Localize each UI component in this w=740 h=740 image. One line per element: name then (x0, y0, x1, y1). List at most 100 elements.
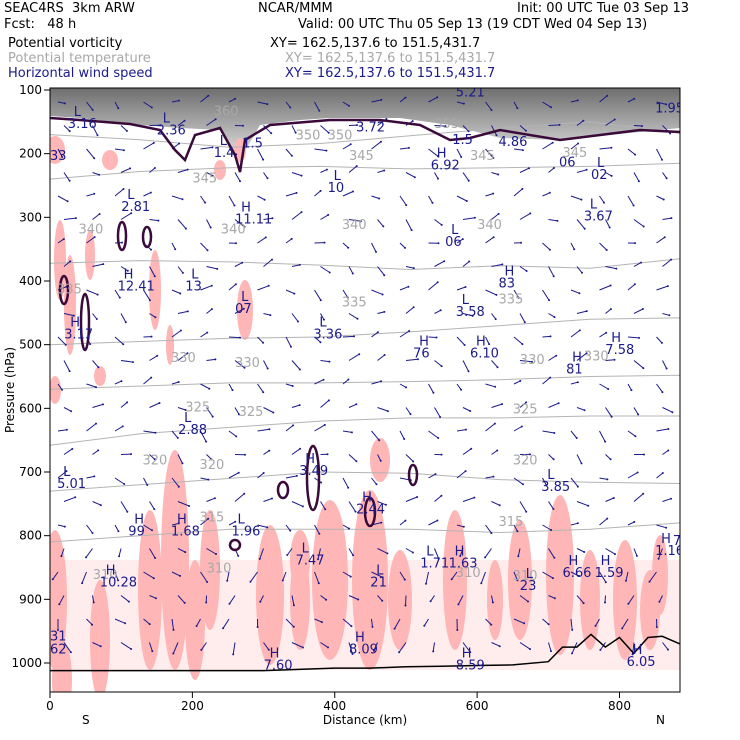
wind-arrow (348, 548, 354, 556)
wind-arrow-head (85, 556, 87, 559)
wind-arrow-head (493, 422, 496, 425)
wind-speed-shading (613, 540, 637, 660)
wind-arrow (656, 428, 669, 432)
wind-arrow-head (156, 354, 159, 357)
pv-contour (407, 463, 419, 487)
y-tick-label: 200 (19, 147, 42, 161)
wind-arrow (423, 618, 429, 627)
wind-arrow-head (233, 204, 236, 207)
extremum-mark: H (177, 513, 187, 528)
wind-arrow (399, 571, 406, 580)
wind-arrow (177, 169, 188, 173)
wind-arrow-head (125, 129, 128, 132)
legend-pv-name: Potential vorticity (8, 36, 123, 51)
wind-arrow (177, 120, 185, 126)
theta-label: 310 (513, 569, 538, 584)
pv-contour (79, 292, 91, 352)
extremum-value: 1.59 (595, 566, 624, 581)
wind-arrow (633, 493, 644, 502)
wind-arrow (605, 219, 611, 228)
extremum-mark: L (74, 105, 82, 120)
wind-arrow (399, 330, 410, 338)
wind-arrow-head (65, 470, 68, 473)
extremum-mark: H (455, 545, 465, 560)
wind-arrow-head (439, 309, 442, 312)
wind-arrow-head (547, 623, 550, 626)
wind-arrow (342, 242, 349, 249)
wind-arrow-head (580, 462, 583, 465)
y-tick-label: 500 (19, 338, 42, 352)
header-valid: Valid: 00 UTC Thu 05 Sep 13 (19 CDT Wed … (298, 17, 648, 32)
wind-arrow-head (379, 459, 382, 462)
wind-arrow-head (126, 401, 129, 404)
wind-arrow-head (184, 551, 187, 554)
wind-arrow (320, 642, 329, 648)
extremum-value: 4.86 (499, 135, 528, 150)
x-tick-label: 400 (323, 699, 346, 713)
wind-arrow (576, 120, 584, 126)
extremum-mark: L (238, 513, 246, 528)
y-tick-label: 800 (19, 529, 42, 543)
wind-speed-shading (237, 280, 253, 340)
wind-arrow-head (467, 370, 470, 373)
wind-arrow-head (126, 510, 129, 513)
wind-arrow (456, 195, 468, 202)
wind-arrow (263, 642, 270, 651)
wind-arrow (451, 571, 458, 580)
wind-arrow-head (494, 318, 497, 321)
wind-arrow (234, 308, 245, 314)
wind-arrow (86, 236, 95, 244)
wind-arrow (206, 407, 214, 417)
wind-arrow-head (491, 601, 494, 604)
wind-arrow-head (241, 261, 244, 264)
wind-arrow-head (405, 386, 408, 389)
wind-arrow (513, 571, 518, 581)
wind-arrow-head (211, 174, 214, 177)
wind-arrow-head (68, 370, 71, 373)
extremum-value: 83 (499, 276, 516, 291)
theta-label: 320 (200, 458, 225, 473)
wind-arrow (86, 475, 95, 479)
wind-arrow-head (444, 125, 447, 128)
wind-arrow (314, 424, 326, 432)
wind-arrow-head (529, 212, 532, 215)
wind-arrow-head (70, 410, 73, 413)
wind-arrow-head (184, 227, 187, 230)
wind-arrow-head (130, 648, 133, 650)
wind-arrow (491, 360, 498, 368)
wind-arrow-head (239, 336, 241, 339)
wind-arrow (570, 571, 580, 577)
wind-arrow (399, 520, 406, 526)
wind-speed-shading (90, 580, 110, 692)
wind-arrow (86, 383, 97, 388)
wind-arrow-head (327, 213, 330, 216)
wind-arrow-head (603, 201, 605, 204)
wind-arrow (263, 360, 269, 369)
plot-frame (49, 87, 681, 693)
wind-arrow (605, 119, 615, 126)
theta-contour-330 (50, 317, 680, 346)
wind-arrow (257, 524, 268, 528)
wind-arrow (177, 501, 190, 507)
wind-arrow-head (582, 119, 585, 122)
wind-arrow-head (207, 517, 210, 520)
wind-arrow (377, 311, 385, 314)
extremum-value: 3.49 (299, 464, 328, 479)
wind-arrow (149, 454, 156, 460)
wind-arrow-head (118, 296, 121, 299)
wind-arrow-head (548, 191, 551, 194)
wind-arrow-head (605, 331, 608, 334)
wind-arrow (662, 217, 672, 220)
wind-arrow (314, 524, 320, 534)
wind-arrow (456, 336, 465, 346)
extremum-value: 6.66 (563, 566, 592, 581)
wind-arrow (599, 332, 607, 338)
wind-arrow-head (469, 651, 472, 654)
wind-arrow-head (488, 343, 491, 346)
wind-arrow-head (184, 409, 187, 411)
wind-arrow (63, 261, 71, 267)
wind-arrow-head (68, 179, 71, 182)
wind-arrow (459, 548, 464, 557)
wind-arrow (143, 289, 151, 301)
wind-arrow-head (462, 525, 465, 528)
